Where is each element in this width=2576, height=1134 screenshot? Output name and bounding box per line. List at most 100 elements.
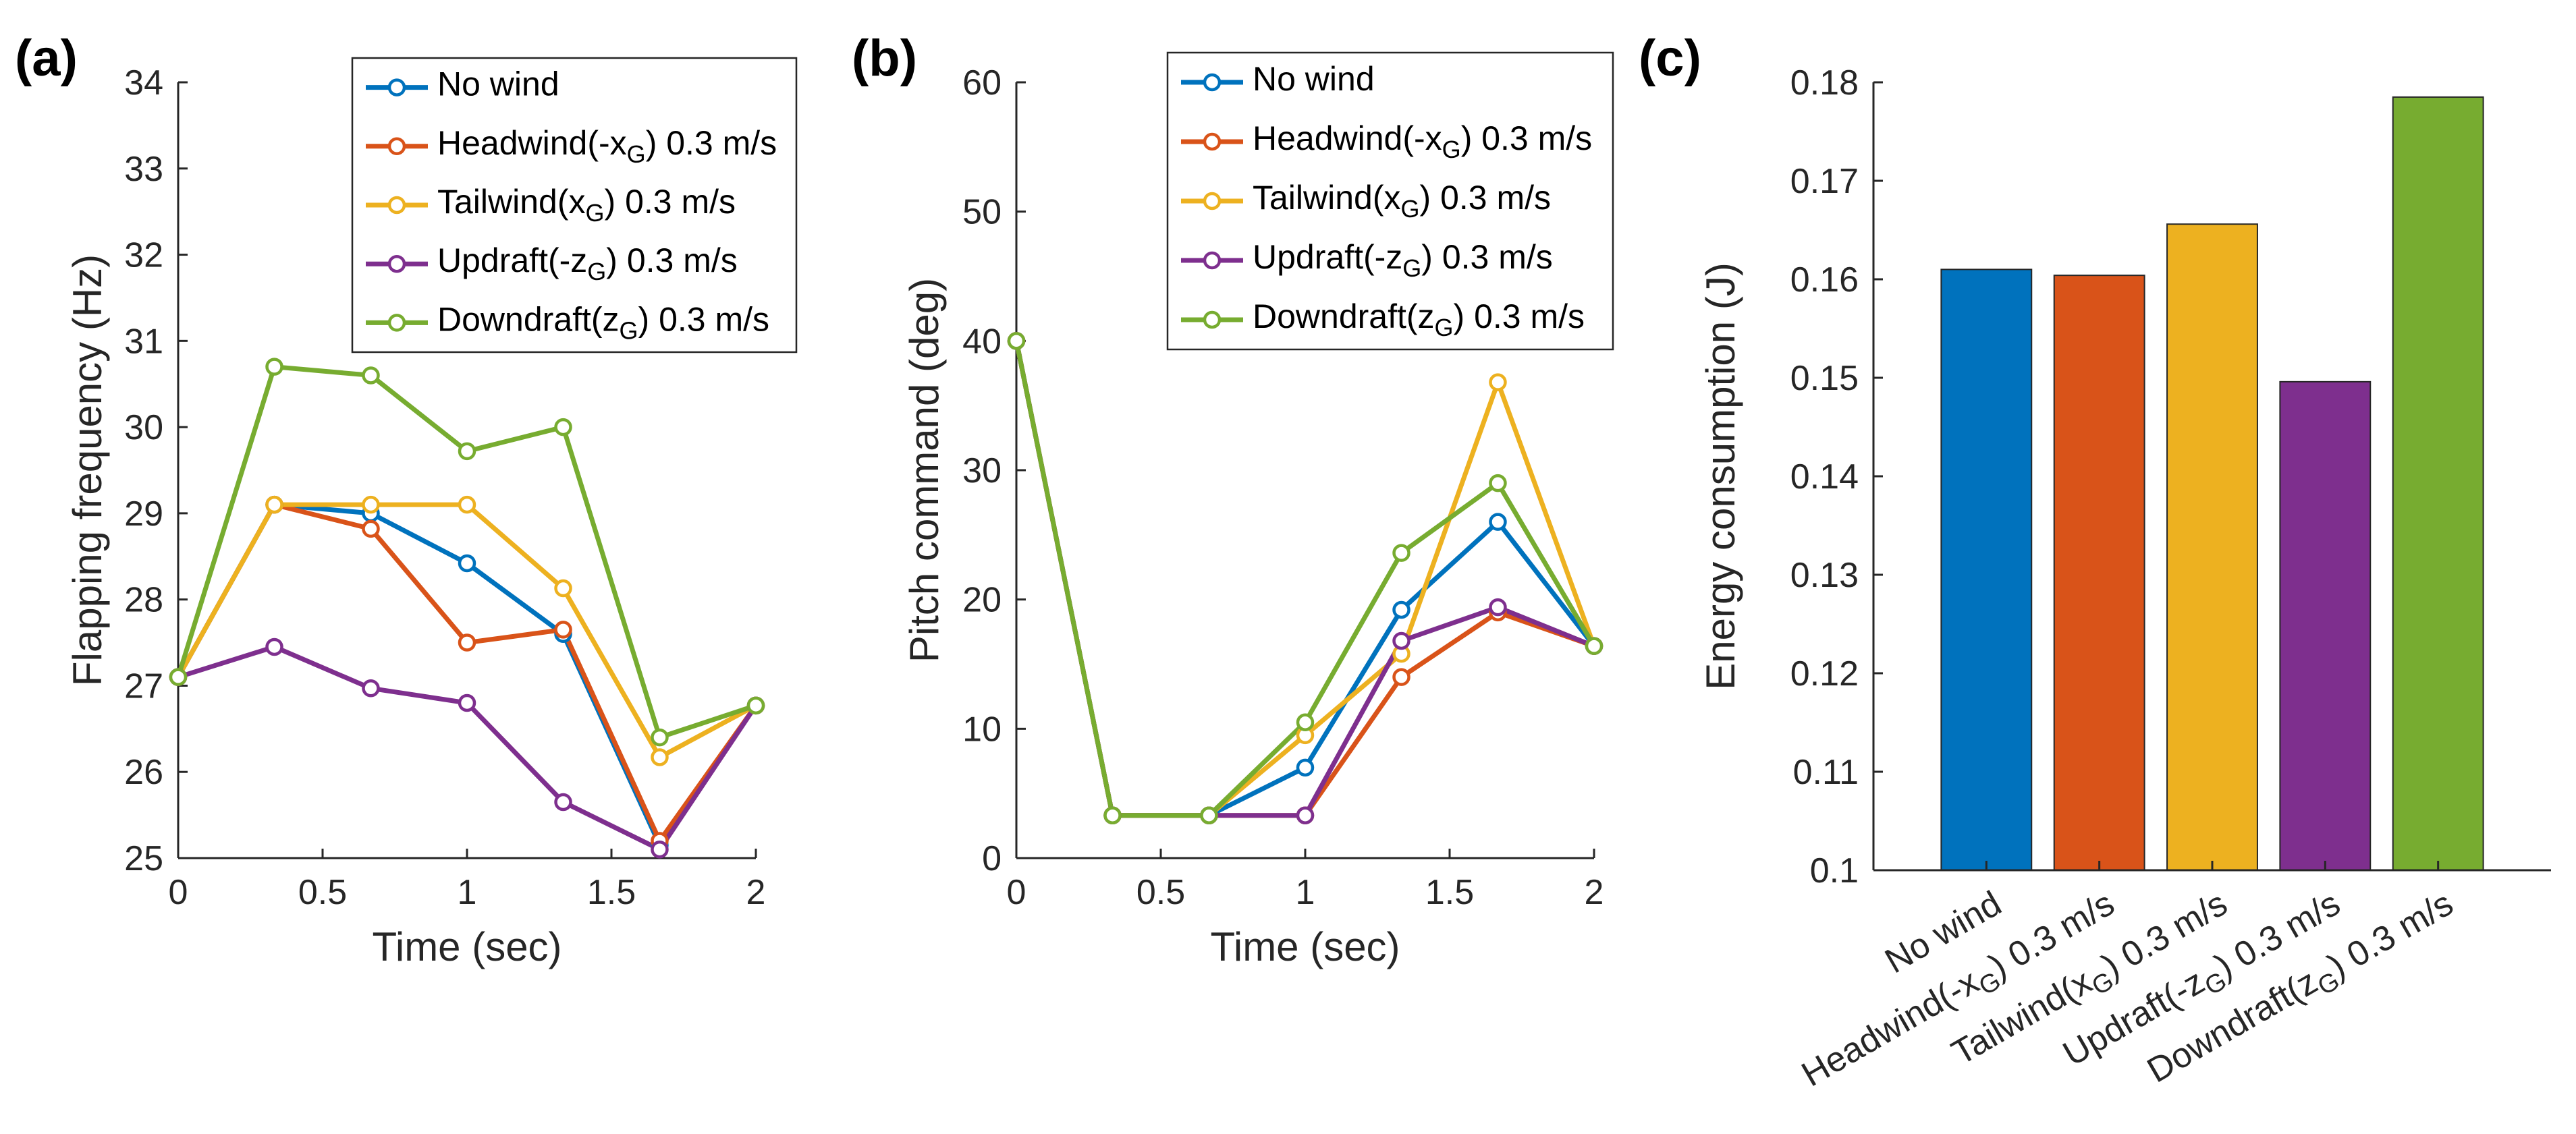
- data-point-tailwind-xg-0-3-m-s: [1489, 373, 1507, 391]
- x-tick-label: 0: [1007, 873, 1026, 912]
- data-point-no-wind: [458, 554, 476, 573]
- legend: No wind Headwind(-xG) 0.3 m/s Tailwind(xG)…: [351, 57, 798, 353]
- legend-label: Updraft(-zG) 0.3 m/s: [437, 242, 738, 285]
- x-tick-label: 0.5: [1136, 873, 1185, 912]
- bar-headwind-xg-0-3-m-s: [2053, 275, 2145, 872]
- y-axis-title: Energy consumption (J): [1698, 262, 1743, 690]
- y-tick-label: 50: [962, 193, 1002, 232]
- data-point-updraft-zg-0-3-m-s: [362, 679, 380, 698]
- legend-marker: [387, 78, 406, 96]
- y-tick-label: 40: [962, 322, 1002, 361]
- data-point-headwind-xg-0-3-m-s: [362, 519, 380, 538]
- y-tick-label: 60: [962, 63, 1002, 103]
- legend-label: No wind: [1253, 60, 1375, 98]
- y-tick-label: 0.15: [1790, 359, 1859, 398]
- data-point-downdraft-zg-0-3-m-s: [265, 358, 283, 376]
- data-point-downdraft-zg-0-3-m-s: [1489, 474, 1507, 492]
- y-axis-title: Flapping frequency (Hz): [65, 254, 110, 686]
- bar-no-wind: [1940, 268, 2033, 871]
- y-tick-label: 20: [962, 581, 1002, 620]
- legend-label: Downdraft(zG) 0.3 m/s: [437, 300, 769, 344]
- y-tick-label: 0.16: [1790, 260, 1859, 300]
- data-point-downdraft-zg-0-3-m-s: [1103, 806, 1122, 824]
- y-tick-label: 0: [982, 839, 1002, 878]
- legend-marker: [1203, 310, 1222, 329]
- data-point-no-wind: [1489, 513, 1507, 531]
- x-tick-label: 1.5: [1425, 873, 1474, 912]
- data-point-downdraft-zg-0-3-m-s: [554, 418, 572, 436]
- data-point-downdraft-zg-0-3-m-s: [1200, 806, 1218, 824]
- legend-label: Tailwind(xG) 0.3 m/s: [437, 183, 736, 227]
- legend-marker: [1203, 192, 1222, 210]
- data-point-headwind-xg-0-3-m-s: [1392, 668, 1410, 686]
- x-tick-label: 0.5: [298, 873, 347, 912]
- y-axis-title: Pitch command (deg): [902, 278, 947, 662]
- x-tick-label: 0: [169, 873, 188, 912]
- y-tick-label: 29: [124, 494, 163, 534]
- x-tick-label: 2: [1585, 873, 1604, 912]
- data-point-downdraft-zg-0-3-m-s: [362, 366, 380, 385]
- data-point-downdraft-zg-0-3-m-s: [1296, 713, 1315, 731]
- panel-label-b: (b): [852, 30, 917, 87]
- legend: No wind Headwind(-xG) 0.3 m/s Tailwind(xG)…: [1166, 51, 1614, 351]
- data-point-headwind-xg-0-3-m-s: [554, 621, 572, 639]
- y-tick-label: 0.1: [1810, 851, 1859, 890]
- data-point-downdraft-zg-0-3-m-s: [1585, 637, 1604, 655]
- y-tick-label: 33: [124, 150, 163, 189]
- panel-label-c: (c): [1639, 30, 1701, 87]
- data-point-downdraft-zg-0-3-m-s: [458, 442, 476, 461]
- y-tick-label: 30: [124, 408, 163, 447]
- panel-label-a: (a): [15, 30, 78, 87]
- data-point-tailwind-xg-0-3-m-s: [362, 495, 380, 514]
- y-tick-label: 26: [124, 753, 163, 792]
- data-point-tailwind-xg-0-3-m-s: [554, 579, 572, 598]
- y-tick-label: 34: [124, 63, 163, 103]
- legend-label: No wind: [437, 65, 559, 103]
- y-tick-label: 31: [124, 322, 163, 361]
- data-point-downdraft-zg-0-3-m-s: [1392, 544, 1410, 562]
- data-point-tailwind-xg-0-3-m-s: [458, 495, 476, 514]
- y-tick-label: 0.13: [1790, 556, 1859, 595]
- y-tick-label: 0.18: [1790, 63, 1859, 103]
- legend-marker: [1203, 73, 1222, 92]
- y-tick-label: 0.12: [1790, 654, 1859, 693]
- legend-label: Headwind(-xG) 0.3 m/s: [1253, 119, 1592, 163]
- x-tick-label: 2: [746, 873, 766, 912]
- legend-label: Headwind(-xG) 0.3 m/s: [437, 124, 777, 168]
- data-point-headwind-xg-0-3-m-s: [458, 633, 476, 652]
- data-point-updraft-zg-0-3-m-s: [265, 637, 283, 656]
- y-tick-label: 25: [124, 839, 163, 878]
- data-point-tailwind-xg-0-3-m-s: [265, 495, 283, 514]
- x-axis-title: Time (sec): [372, 924, 561, 969]
- y-tick-label: 30: [962, 451, 1002, 490]
- legend-marker: [387, 196, 406, 215]
- legend-marker: [387, 254, 406, 273]
- data-point-updraft-zg-0-3-m-s: [1296, 806, 1315, 824]
- y-tick-label: 28: [124, 581, 163, 620]
- y-tick-label: 10: [962, 710, 1002, 749]
- legend-marker: [387, 137, 406, 156]
- x-tick-label: 1.5: [587, 873, 636, 912]
- bar-updraft-zg-0-3-m-s: [2279, 380, 2372, 871]
- data-point-no-wind: [1392, 600, 1410, 619]
- data-point-downdraft-zg-0-3-m-s: [169, 668, 188, 686]
- data-point-updraft-zg-0-3-m-s: [651, 840, 669, 859]
- data-point-downdraft-zg-0-3-m-s: [746, 696, 765, 715]
- data-point-tailwind-xg-0-3-m-s: [651, 748, 669, 766]
- y-tick-label: 0.14: [1790, 457, 1859, 497]
- legend-label: Updraft(-zG) 0.3 m/s: [1253, 238, 1553, 282]
- x-tick-label: 1: [458, 873, 477, 912]
- bar-tailwind-xg-0-3-m-s: [2166, 223, 2258, 871]
- x-axis-title: Time (sec): [1210, 924, 1400, 969]
- legend-label: Downdraft(zG) 0.3 m/s: [1253, 297, 1585, 341]
- flapping-frequency-chart: 0 0.5 1 1.5 2 25 26 27 28 29 30 31 32 33 34 Time (sec) F…: [65, 57, 798, 969]
- data-point-updraft-zg-0-3-m-s: [458, 693, 476, 712]
- legend-marker: [1203, 132, 1222, 151]
- data-point-updraft-zg-0-3-m-s: [1489, 598, 1507, 617]
- y-tick-label: 0.17: [1790, 162, 1859, 201]
- legend-label: Tailwind(xG) 0.3 m/s: [1253, 179, 1551, 223]
- y-tick-label: 0.11: [1793, 753, 1859, 792]
- bar-downdraft-zg-0-3-m-s: [2392, 96, 2484, 871]
